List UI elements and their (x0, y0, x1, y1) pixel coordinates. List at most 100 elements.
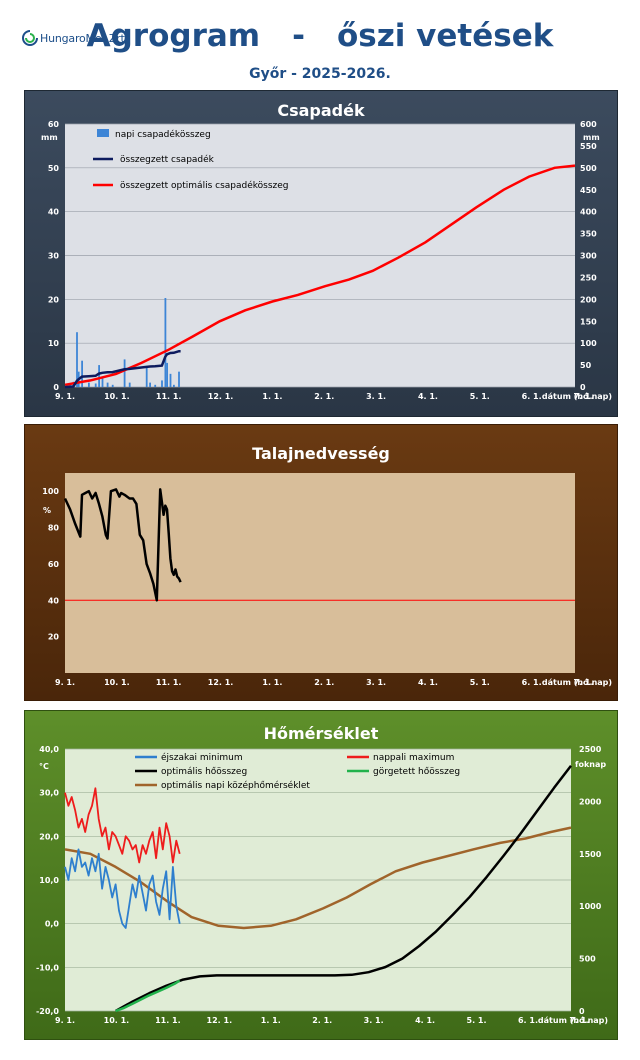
plot-area (65, 473, 575, 673)
x-tick-label: 6. 1. (522, 678, 542, 687)
y-right-tick-label: 150 (580, 317, 597, 326)
y-unit: % (43, 506, 51, 515)
y-left-tick-label: 30,0 (39, 789, 59, 798)
x-tick-label: 1. 1. (262, 392, 282, 401)
precip-panel: Csapadék 0 10 20 30 40 50 60 0 50 100 150 200 250 300 3… (24, 90, 618, 417)
series-line (64, 826, 572, 930)
precip-bar (161, 380, 163, 387)
series-line (64, 164, 576, 387)
y-right-tick-label: 2500 (579, 745, 602, 754)
y-right-tick-label: 350 (580, 230, 597, 239)
y-right-tick-label: 0 (580, 383, 586, 392)
y-left-tick-label: 40,0 (39, 745, 59, 754)
x-tick-label: 7. 1. (569, 1016, 589, 1025)
x-tick-label: 6. 1. (522, 392, 542, 401)
series-line (64, 848, 181, 929)
y-left-tick-label: 40 (48, 208, 60, 217)
precip-bar (145, 367, 148, 387)
y-left-tick-label: 60 (48, 120, 60, 129)
soil-moisture-line (63, 488, 182, 602)
y-right-tick-label: 300 (580, 252, 597, 261)
precip-bar (81, 360, 83, 387)
y-tick-label: 80 (48, 524, 60, 533)
y-right-tick-label: 600 (580, 120, 597, 129)
x-tick-label: 7. 1. (574, 678, 594, 687)
precip-bar (76, 332, 78, 387)
soil-moisture-chart: Talajnedvesség 20 40 60 80 100% 9. 1. 10. 1. 11.… (42, 444, 612, 687)
x-tick-label: 10. 1. (104, 1016, 130, 1025)
chart-title: Csapadék (277, 101, 365, 120)
y-right-tick-label: 500 (579, 955, 596, 964)
series-line (64, 349, 181, 389)
series-line (115, 979, 181, 1013)
y-right-tick-label: 400 (580, 208, 597, 217)
x-tick-label: 12. 1. (207, 1016, 233, 1025)
precip-bar (123, 359, 126, 387)
y-right-tick-label: 200 (580, 295, 597, 304)
hungaromet-logo: HungaroMet Zrt. (22, 30, 128, 46)
y-left-tick-label: -20,0 (36, 1007, 59, 1016)
y-right-tick-label: 1500 (579, 850, 602, 859)
x-tick-label: 4. 1. (415, 1016, 435, 1025)
x-tick-label: 5. 1. (470, 678, 490, 687)
y-left-tick-label: 0,0 (45, 920, 60, 929)
x-tick-label: 1. 1. (262, 678, 282, 687)
y-left-tick-label: 20 (48, 295, 60, 304)
y-right-tick-label: 550 (580, 142, 597, 151)
y-left-tick-label: 20,0 (39, 832, 59, 841)
y-left-tick-label: 10,0 (39, 876, 59, 885)
y-right-tick-label: 500 (580, 164, 597, 173)
x-tick-label: 9. 1. (55, 678, 75, 687)
y-tick-label: 60 (48, 560, 60, 569)
legend-label: éjszakai minimum (161, 752, 243, 763)
y-left-tick-label: 50 (48, 164, 60, 173)
series-line (64, 787, 181, 864)
precip-bar (169, 373, 172, 387)
x-tick-label: 4. 1. (418, 678, 438, 687)
x-axis-label: dátum (hó.nap) (542, 677, 612, 687)
temp-panel: Hőmérséklet -20,0 -10,0 0,0 10,0 20,0 30,0 40,0… (24, 710, 618, 1040)
logo-swirl-icon (22, 30, 38, 46)
x-tick-label: 6. 1. (518, 1016, 538, 1025)
x-tick-label: 12. 1. (208, 678, 234, 687)
series-line (114, 765, 572, 1013)
y-left-tick-label: 10 (48, 339, 60, 348)
soil-panel: Talajnedvesség 20 40 60 80 100% 9. 1. 10. 1. 11.… (24, 424, 618, 701)
title-separator: - (292, 18, 305, 54)
x-tick-label: 9. 1. (55, 392, 75, 401)
x-tick-label: 3. 1. (364, 1016, 384, 1025)
y-right-tick-label: 1000 (579, 902, 602, 911)
y-right-tick-label: 450 (580, 186, 597, 195)
precip-bar (94, 383, 97, 387)
legend-label: összegzett optimális csapadékösszeg (120, 180, 289, 191)
y-right-tick-label: 2000 (579, 797, 602, 806)
y-tick-label: 100 (42, 487, 59, 496)
x-tick-label: 11. 1. (155, 1016, 181, 1025)
precip-bar (106, 382, 109, 387)
y-right-tick-label: 250 (580, 273, 597, 282)
page-title: Agrogram - őszi vetések (0, 18, 640, 54)
legend-label: összegzett csapadék (120, 154, 215, 165)
chart-title: Hőmérséklet (264, 724, 379, 743)
y-right-tick-label: 50 (580, 361, 592, 370)
precip-bar (164, 298, 167, 387)
x-tick-label: 2. 1. (314, 392, 334, 401)
precip-bar (101, 378, 104, 387)
x-tick-label: 5. 1. (470, 392, 490, 401)
x-tick-label: 11. 1. (156, 392, 182, 401)
y-tick-label: 40 (48, 596, 60, 605)
y-left-unit: °C (39, 762, 49, 771)
precip-bar (173, 384, 175, 387)
x-tick-label: 10. 1. (104, 678, 130, 687)
x-tick-label: 3. 1. (366, 678, 386, 687)
y-left-tick-label: 0 (53, 383, 59, 392)
y-right-tick-label: 100 (580, 339, 597, 348)
x-tick-label: 2. 1. (314, 678, 334, 687)
legend-label: optimális napi középhőmérséklet (161, 780, 310, 791)
y-left-tick-label: -10,0 (36, 963, 59, 972)
x-tick-label: 7. 1. (574, 392, 594, 401)
x-axis-label: dátum (hó.nap) (542, 391, 612, 401)
logo-text: HungaroMet Zrt. (40, 31, 128, 45)
y-tick-label: 20 (48, 633, 60, 642)
legend-label: optimális hőösszeg (161, 767, 247, 777)
